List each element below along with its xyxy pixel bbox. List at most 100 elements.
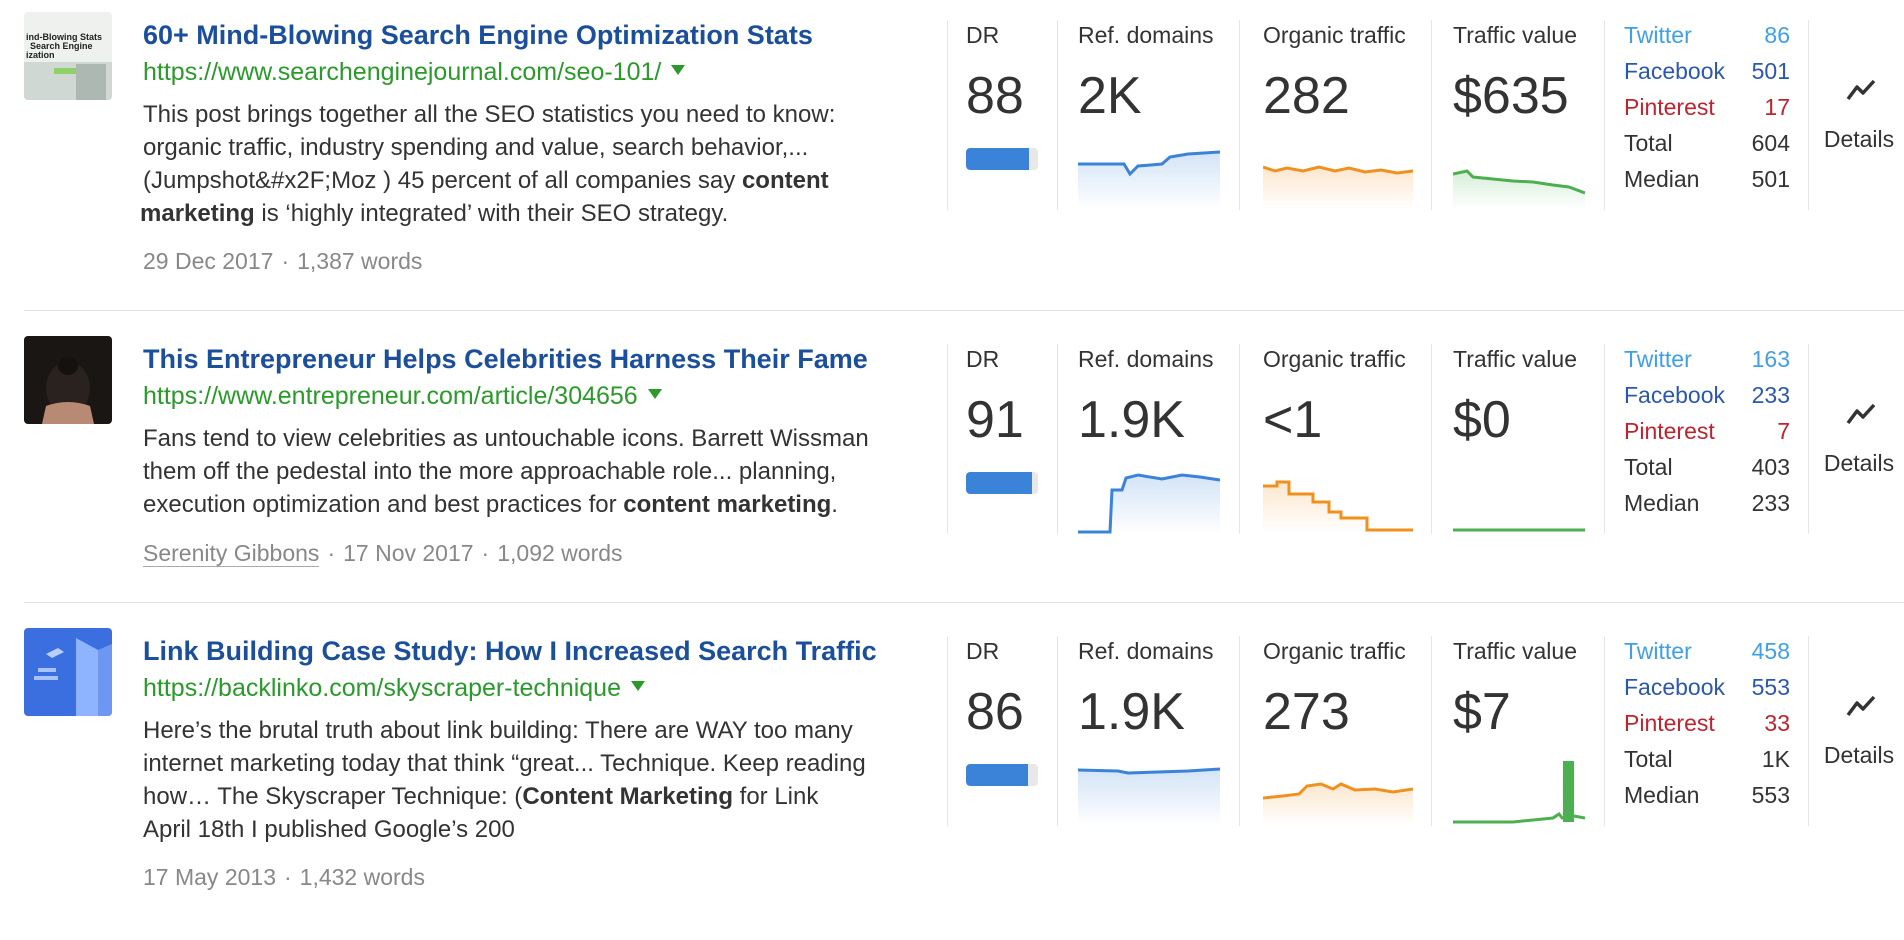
traffic-value-label: Traffic value <box>1453 638 1577 664</box>
facebook-label: Facebook <box>1624 382 1726 408</box>
pinterest-count: 33 <box>1764 710 1790 736</box>
traffic-value-value: $635 <box>1453 67 1569 125</box>
column-divider <box>1057 20 1058 210</box>
traffic-value-sparkline[interactable] <box>1453 464 1585 534</box>
traffic-value-value: $0 <box>1453 391 1511 449</box>
result-url-link[interactable]: https://backlinko.com/skyscraper-techniq… <box>143 674 645 703</box>
result-word-count: 1,432 words <box>299 864 425 890</box>
snippet-line: marketing is ‘highly integrated’ with th… <box>140 197 943 230</box>
snippet-text: is ‘highly integrated’ with their SEO st… <box>254 200 729 227</box>
ref-domains-value: 2K <box>1078 67 1142 125</box>
ref-domains-sparkline[interactable] <box>1078 140 1220 210</box>
snippet-line: This post brings together all the SEO st… <box>143 101 836 128</box>
details-button[interactable]: Details <box>1814 616 1904 836</box>
column-divider <box>1057 636 1058 826</box>
traffic-value-sparkline[interactable] <box>1453 140 1585 210</box>
twitter-count: 86 <box>1764 22 1790 48</box>
author-link[interactable]: Serenity Gibbons <box>143 540 320 567</box>
organic-traffic-sparkline[interactable] <box>1263 464 1413 534</box>
dr-bar <box>966 764 1038 786</box>
pinterest-label: Pinterest <box>1624 94 1715 120</box>
dr-bar <box>966 472 1038 494</box>
result-url-text[interactable]: https://www.searchenginejournal.com/seo-… <box>143 58 662 86</box>
dr-bar-fill <box>966 148 1030 170</box>
facebook-count: 553 <box>1751 674 1790 700</box>
result-thumbnail[interactable] <box>24 336 112 424</box>
traffic-value-sparkline[interactable] <box>1453 756 1585 826</box>
result-date: 17 May 2013 <box>143 864 276 890</box>
details-label[interactable]: Details <box>1823 126 1895 152</box>
snippet-highlight: marketing <box>140 200 255 227</box>
column-divider <box>1808 20 1809 210</box>
twitter-count: 163 <box>1751 346 1790 372</box>
result-url-text[interactable]: https://www.entrepreneur.com/article/304… <box>143 382 638 410</box>
total-count: 1K <box>1761 746 1790 772</box>
details-button[interactable]: Details <box>1814 0 1904 220</box>
caret-down-icon[interactable] <box>671 65 686 76</box>
column-divider <box>1239 344 1240 534</box>
result-url-link[interactable]: https://www.searchenginejournal.com/seo-… <box>143 58 686 87</box>
median-count: 553 <box>1751 782 1790 808</box>
trend-line-icon[interactable] <box>1846 694 1876 718</box>
snippet-text: (Jumpshot&#x2F;Moz ) 45 percent of all c… <box>143 167 742 194</box>
snippet-line: April 18th I published Google’s 200 <box>143 816 515 843</box>
ref-domains-sparkline[interactable] <box>1078 756 1220 826</box>
result-thumbnail[interactable]: ind-Blowing Stats Search Engine ization <box>24 12 112 100</box>
snippet-line: organic traffic, industry spending and v… <box>143 134 809 161</box>
snippet-line: internet marketing today that think “gre… <box>143 750 866 777</box>
snippet-line: them off the pedestal into the more appr… <box>143 458 837 485</box>
caret-down-icon[interactable] <box>631 681 645 692</box>
result-date: 29 Dec 2017 <box>143 248 274 274</box>
organic-traffic-sparkline[interactable] <box>1263 756 1413 826</box>
result-row: ind-Blowing Stats Search Engine ization … <box>0 0 1904 300</box>
facebook-count: 233 <box>1751 382 1790 408</box>
details-label[interactable]: Details <box>1823 742 1895 768</box>
median-count: 233 <box>1751 490 1790 516</box>
dr-bar-fill <box>966 764 1028 786</box>
result-row: Link Building Case Study: How I Increase… <box>0 616 1904 916</box>
ref-domains-label: Ref. domains <box>1078 638 1214 664</box>
organic-traffic-sparkline[interactable] <box>1263 140 1413 210</box>
result-url-link[interactable]: https://www.entrepreneur.com/article/304… <box>143 382 662 411</box>
twitter-label: Twitter <box>1624 22 1692 48</box>
result-title-link[interactable]: 60+ Mind-Blowing Search Engine Optimizat… <box>143 20 813 50</box>
result-meta: Serenity Gibbons · 17 Nov 2017 · 1,092 words <box>143 540 623 567</box>
total-label: Total <box>1624 454 1673 480</box>
snippet-line: (Jumpshot&#x2F;Moz ) 45 percent of all c… <box>143 164 943 197</box>
thumbnail-text: ization <box>26 50 55 60</box>
snippet-highlight: Content Marketing <box>522 783 733 810</box>
column-divider <box>1239 20 1240 210</box>
result-url-text[interactable]: https://backlinko.com/skyscraper-techniq… <box>143 674 621 702</box>
trend-line-icon[interactable] <box>1846 402 1876 426</box>
dr-bar <box>966 148 1038 170</box>
ref-domains-label: Ref. domains <box>1078 22 1214 48</box>
details-label[interactable]: Details <box>1823 450 1895 476</box>
result-row: This Entrepreneur Helps Celebrities Harn… <box>0 324 1904 624</box>
facebook-label: Facebook <box>1624 674 1726 700</box>
details-button[interactable]: Details <box>1814 324 1904 544</box>
column-divider <box>1431 636 1432 826</box>
pinterest-label: Pinterest <box>1624 418 1715 444</box>
median-label: Median <box>1624 490 1700 516</box>
organic-traffic-label: Organic traffic <box>1263 346 1406 372</box>
dr-value: 91 <box>966 391 1024 449</box>
row-divider <box>24 602 1904 603</box>
result-title-link[interactable]: Link Building Case Study: How I Increase… <box>143 636 877 666</box>
traffic-value-label: Traffic value <box>1453 346 1577 372</box>
result-snippet: This post brings together all the SEO st… <box>140 98 943 230</box>
dr-value: 86 <box>966 683 1024 741</box>
snippet-text: . <box>831 491 838 518</box>
ref-domains-sparkline[interactable] <box>1078 464 1220 534</box>
column-divider <box>1604 344 1605 534</box>
dr-bar-fill <box>966 472 1032 494</box>
result-meta: 29 Dec 2017 · 1,387 words <box>143 248 422 275</box>
result-title-link[interactable]: This Entrepreneur Helps Celebrities Harn… <box>143 344 868 374</box>
organic-traffic-value: 273 <box>1263 683 1350 741</box>
result-thumbnail[interactable] <box>24 628 112 716</box>
ref-domains-value: 1.9K <box>1078 391 1185 449</box>
trend-line-icon[interactable] <box>1846 78 1876 102</box>
column-divider <box>1808 636 1809 826</box>
column-divider <box>1604 20 1605 210</box>
caret-down-icon[interactable] <box>647 389 662 400</box>
result-snippet: Here’s the brutal truth about link build… <box>143 714 943 846</box>
